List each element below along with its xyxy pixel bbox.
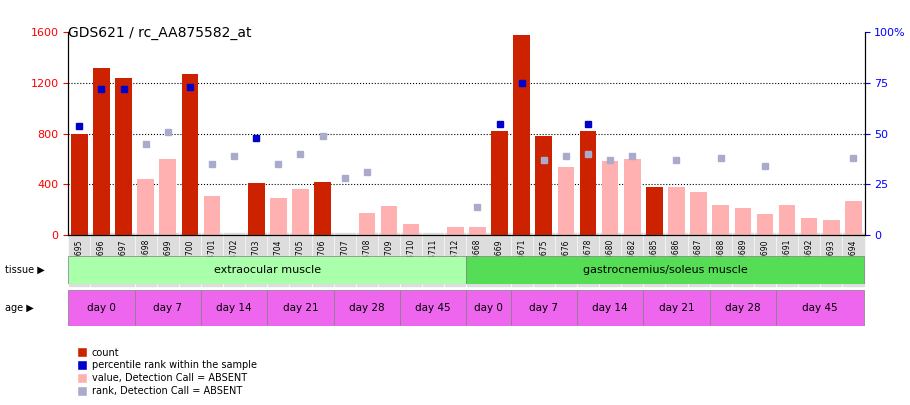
Bar <box>68 290 135 326</box>
Bar <box>558 166 574 235</box>
Bar <box>403 224 420 235</box>
Bar <box>380 206 398 235</box>
Bar <box>135 290 201 326</box>
Bar <box>93 68 110 235</box>
Text: day 7: day 7 <box>153 303 182 313</box>
Bar <box>511 290 577 326</box>
Bar <box>466 256 864 284</box>
Bar <box>68 256 466 284</box>
Bar <box>668 187 685 235</box>
Text: day 28: day 28 <box>725 303 761 313</box>
Text: day 21: day 21 <box>659 303 694 313</box>
Text: day 45: day 45 <box>803 303 838 313</box>
Text: day 21: day 21 <box>283 303 318 313</box>
Bar <box>713 205 729 235</box>
Bar <box>646 187 662 235</box>
Bar <box>270 198 287 235</box>
Bar <box>643 290 710 326</box>
Bar <box>466 290 511 326</box>
Text: GDS621 / rc_AA875582_at: GDS621 / rc_AA875582_at <box>68 26 252 40</box>
Text: day 14: day 14 <box>592 303 628 313</box>
Bar <box>447 227 463 235</box>
Bar <box>182 74 198 235</box>
Bar <box>400 290 466 326</box>
Bar <box>801 218 817 235</box>
Text: day 0: day 0 <box>87 303 116 313</box>
Bar <box>624 159 641 235</box>
Text: extraocular muscle: extraocular muscle <box>214 265 321 275</box>
Bar <box>776 290 864 326</box>
Bar <box>204 196 220 235</box>
Bar <box>71 134 87 235</box>
Bar <box>845 201 862 235</box>
Bar <box>159 159 176 235</box>
Text: age ▶: age ▶ <box>5 303 34 313</box>
Text: day 14: day 14 <box>217 303 252 313</box>
Bar <box>268 290 334 326</box>
Text: gastrocnemius/soleus muscle: gastrocnemius/soleus muscle <box>583 265 748 275</box>
Legend: count, percentile rank within the sample, value, Detection Call = ABSENT, rank, : count, percentile rank within the sample… <box>73 343 260 400</box>
Bar <box>137 179 154 235</box>
Bar <box>491 131 508 235</box>
Bar <box>577 290 643 326</box>
Bar <box>248 183 265 235</box>
Bar <box>580 131 596 235</box>
Bar <box>292 190 308 235</box>
Bar <box>710 290 776 326</box>
Text: day 0: day 0 <box>474 303 503 313</box>
Bar <box>535 136 552 235</box>
Bar <box>779 205 795 235</box>
Bar <box>691 192 707 235</box>
Bar <box>823 220 840 235</box>
Bar <box>602 162 619 235</box>
Bar <box>513 35 530 235</box>
Bar <box>314 182 331 235</box>
Bar <box>734 208 751 235</box>
Bar <box>201 290 268 326</box>
Text: day 28: day 28 <box>349 303 385 313</box>
Text: tissue ▶: tissue ▶ <box>5 265 45 275</box>
Text: day 7: day 7 <box>530 303 559 313</box>
Bar <box>470 227 486 235</box>
Bar <box>334 290 400 326</box>
Text: day 45: day 45 <box>415 303 451 313</box>
Bar <box>359 213 375 235</box>
Bar <box>757 214 774 235</box>
Bar <box>116 78 132 235</box>
